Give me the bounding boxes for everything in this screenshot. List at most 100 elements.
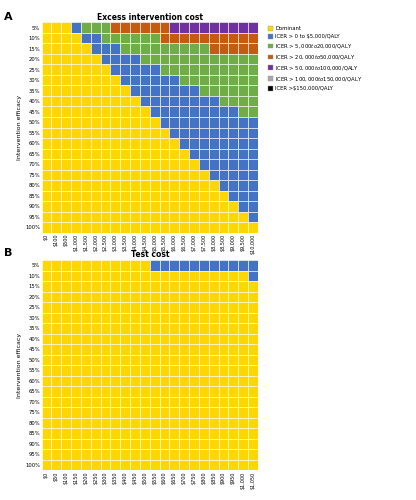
Bar (160, 281, 169, 291)
Bar (101, 148, 110, 159)
Bar (91, 201, 101, 211)
Bar (218, 302, 228, 312)
Bar (179, 117, 189, 128)
Bar (169, 128, 179, 138)
Bar (248, 222, 258, 232)
Bar (91, 376, 101, 386)
Bar (218, 460, 228, 470)
Bar (130, 148, 140, 159)
Bar (179, 407, 189, 418)
Bar (81, 270, 91, 281)
Bar (61, 96, 71, 106)
Bar (179, 334, 189, 344)
Bar (169, 323, 179, 334)
Bar (42, 138, 52, 148)
Bar (120, 460, 130, 470)
Bar (160, 170, 169, 180)
Bar (120, 312, 130, 323)
Bar (150, 86, 160, 96)
Bar (218, 117, 228, 128)
Bar (52, 159, 61, 170)
Bar (248, 270, 258, 281)
Bar (199, 323, 209, 334)
Bar (248, 212, 258, 222)
Bar (238, 86, 248, 96)
Bar (81, 407, 91, 418)
Bar (160, 201, 169, 211)
Bar (110, 418, 120, 428)
Bar (130, 170, 140, 180)
Bar (42, 292, 52, 302)
Bar (248, 418, 258, 428)
Bar (101, 190, 110, 201)
Bar (42, 438, 52, 449)
Bar (179, 138, 189, 148)
Bar (140, 428, 150, 438)
Bar (101, 75, 110, 86)
Bar (110, 222, 120, 232)
Bar (248, 86, 258, 96)
Bar (61, 281, 71, 291)
Bar (150, 302, 160, 312)
Bar (52, 407, 61, 418)
Bar (228, 396, 238, 407)
Bar (81, 312, 91, 323)
Bar (91, 222, 101, 232)
Bar (91, 428, 101, 438)
Bar (130, 407, 140, 418)
Bar (52, 117, 61, 128)
Bar (150, 96, 160, 106)
Bar (238, 365, 248, 376)
Bar (209, 260, 218, 270)
Bar (101, 270, 110, 281)
Bar (209, 270, 218, 281)
Bar (120, 44, 130, 54)
Bar (218, 212, 228, 222)
Bar (81, 64, 91, 75)
Bar (238, 428, 248, 438)
Bar (52, 292, 61, 302)
Bar (52, 354, 61, 365)
Bar (228, 212, 238, 222)
Bar (81, 365, 91, 376)
Bar (169, 260, 179, 270)
Bar (179, 22, 189, 33)
Bar (81, 222, 91, 232)
Bar (42, 344, 52, 354)
Bar (169, 54, 179, 64)
Bar (110, 460, 120, 470)
Bar (218, 344, 228, 354)
Bar (140, 334, 150, 344)
Bar (199, 106, 209, 117)
Bar (42, 106, 52, 117)
Bar (101, 334, 110, 344)
Bar (81, 86, 91, 96)
Bar (238, 33, 248, 43)
Bar (209, 222, 218, 232)
Bar (160, 22, 169, 33)
Bar (169, 386, 179, 396)
Bar (101, 117, 110, 128)
Bar (228, 354, 238, 365)
Bar (238, 376, 248, 386)
Bar (61, 44, 71, 54)
Bar (71, 33, 81, 43)
Bar (160, 354, 169, 365)
Bar (42, 54, 52, 64)
Bar (91, 281, 101, 291)
Bar (91, 292, 101, 302)
Bar (61, 312, 71, 323)
Bar (71, 64, 81, 75)
Bar (101, 170, 110, 180)
Bar (120, 270, 130, 281)
Bar (179, 260, 189, 270)
Bar (228, 33, 238, 43)
Bar (81, 54, 91, 64)
Bar (110, 270, 120, 281)
Bar (91, 270, 101, 281)
Bar (228, 270, 238, 281)
Bar (238, 396, 248, 407)
Bar (42, 302, 52, 312)
Bar (169, 292, 179, 302)
Bar (101, 396, 110, 407)
